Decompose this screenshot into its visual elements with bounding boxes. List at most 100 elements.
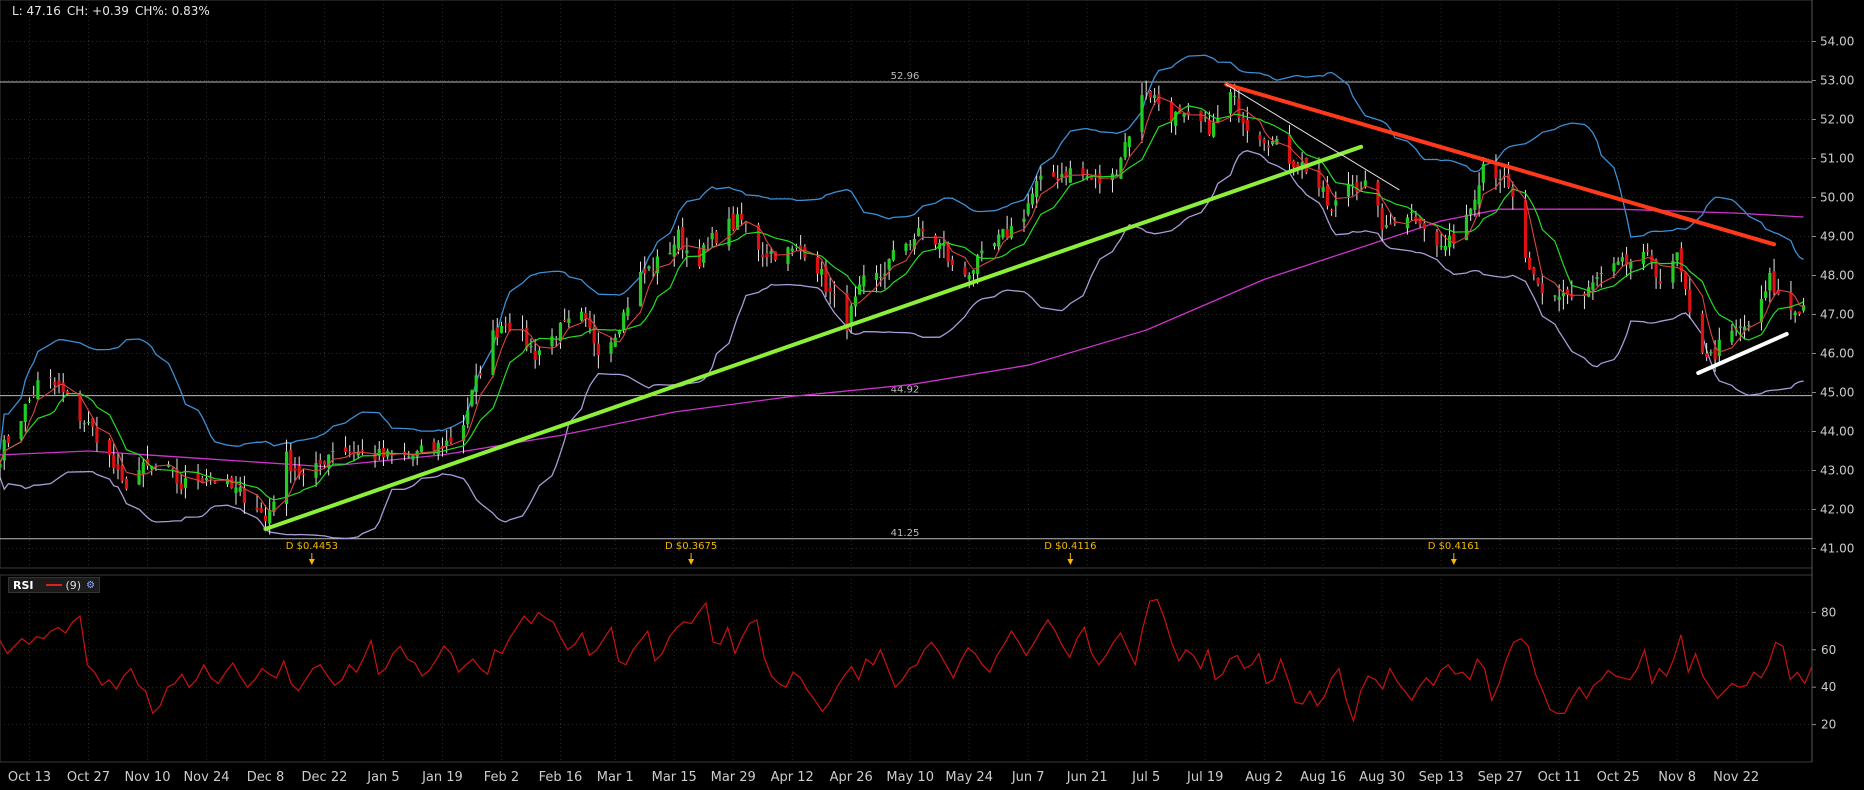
candle-body: [731, 213, 735, 230]
rsi-tick-label: 20: [1821, 718, 1836, 732]
candle-body: [1793, 312, 1797, 316]
candle-body: [478, 373, 482, 376]
candle-body: [1169, 101, 1174, 122]
candle-body: [32, 395, 36, 397]
x-tick-label: Aug 2: [1245, 770, 1283, 785]
candle-body: [622, 312, 626, 330]
candle-body: [48, 377, 53, 379]
candle-body: [1713, 348, 1717, 360]
candle-body: [1717, 339, 1721, 356]
candle-body: [904, 243, 908, 251]
candle-body: [263, 515, 268, 522]
candle-body: [318, 459, 322, 465]
candle-body: [1801, 305, 1806, 311]
settings-icon[interactable]: ⚙: [86, 579, 96, 591]
sma-10-line: [0, 105, 1804, 501]
x-tick-label: Jun 21: [1066, 770, 1108, 785]
candle-body: [331, 450, 335, 452]
candle-body: [1523, 200, 1528, 259]
candle-body: [1001, 229, 1005, 238]
candle-body: [65, 391, 70, 395]
trendline-thin: [1225, 83, 1400, 191]
candle-body: [419, 445, 423, 452]
x-tick-label: Oct 25: [1597, 770, 1640, 785]
candle-body: [1035, 181, 1039, 197]
rsi-legend[interactable]: RSI (9) ⚙: [8, 577, 101, 593]
candle-body: [200, 478, 204, 483]
candle-body: [360, 449, 364, 452]
candle-body: [1207, 120, 1212, 135]
price-tick-label: 49.00: [1820, 230, 1854, 244]
candle-body: [727, 218, 731, 247]
candle-body: [1536, 278, 1540, 284]
candle-body: [1473, 199, 1477, 210]
trendline-short: [1696, 332, 1789, 375]
candle-body: [558, 322, 563, 342]
rsi-line: [0, 598, 1813, 724]
x-tick-label: Aug 16: [1300, 770, 1346, 785]
candle-body: [710, 232, 714, 240]
price-tick-label: 42.00: [1820, 503, 1854, 517]
candle-body: [971, 270, 976, 274]
candle-body: [1511, 187, 1515, 197]
x-tick-label: Oct 13: [8, 770, 51, 785]
candle-body: [1241, 117, 1245, 123]
x-tick-label: Dec 8: [247, 770, 285, 785]
horizontal-level-label: 52.96: [891, 71, 920, 82]
price-tick-label: 50.00: [1820, 191, 1854, 205]
candle-body: [1565, 289, 1570, 295]
candle-body: [1030, 193, 1035, 205]
ohlc-info-bar: L: 47.16 CH: +0.39 CH%: 0.83%: [12, 4, 216, 18]
candle-body: [284, 451, 289, 505]
candle-body: [638, 271, 643, 307]
candle-body: [6, 436, 11, 443]
candle-body: [862, 275, 866, 287]
candle-body: [171, 468, 175, 470]
candle-body: [445, 440, 449, 447]
candle-body: [853, 296, 858, 307]
candle-body: [293, 468, 297, 471]
candle-body: [592, 326, 596, 344]
price-tick-label: 54.00: [1820, 35, 1854, 49]
candle-body: [407, 456, 411, 458]
x-tick-label: May 24: [945, 770, 993, 785]
change-pct-value: CH%: 0.83%: [134, 4, 210, 18]
x-tick-label: Jan 19: [421, 770, 463, 785]
candle-body: [1776, 290, 1780, 295]
candle-body: [933, 235, 938, 245]
candle-body: [1233, 95, 1237, 97]
candle-body: [714, 231, 718, 243]
x-tick-label: Nov 10: [124, 770, 170, 785]
candle-body: [209, 477, 213, 479]
candle-body: [828, 287, 832, 292]
candle-body: [1292, 160, 1296, 168]
candle-body: [78, 393, 82, 422]
candle-body: [1624, 254, 1629, 265]
candle-body: [470, 390, 474, 406]
candle-body: [1262, 139, 1266, 144]
candle-body: [107, 439, 112, 455]
candle-body: [706, 242, 710, 244]
candle-body: [1127, 136, 1131, 147]
candle-body: [609, 342, 613, 354]
candle-body: [196, 473, 200, 482]
candle-body: [112, 454, 116, 468]
candle-body: [1056, 178, 1060, 180]
candle-body: [1553, 295, 1557, 297]
x-tick-label: Sep 13: [1419, 770, 1464, 785]
x-tick-label: Mar 1: [597, 770, 634, 785]
rsi-panel-border: [0, 574, 1813, 763]
candle-body: [238, 487, 242, 492]
candle-body: [1380, 208, 1384, 230]
candle-body: [1153, 95, 1157, 99]
candle-body: [19, 420, 23, 439]
price-tick-label: 41.00: [1820, 542, 1854, 556]
candle-body: [1182, 113, 1186, 117]
x-tick-label: Oct 27: [67, 770, 110, 785]
candle-body: [1186, 111, 1190, 115]
candle-body: [348, 451, 352, 453]
candle-body: [942, 244, 946, 247]
candle-body: [175, 469, 179, 484]
